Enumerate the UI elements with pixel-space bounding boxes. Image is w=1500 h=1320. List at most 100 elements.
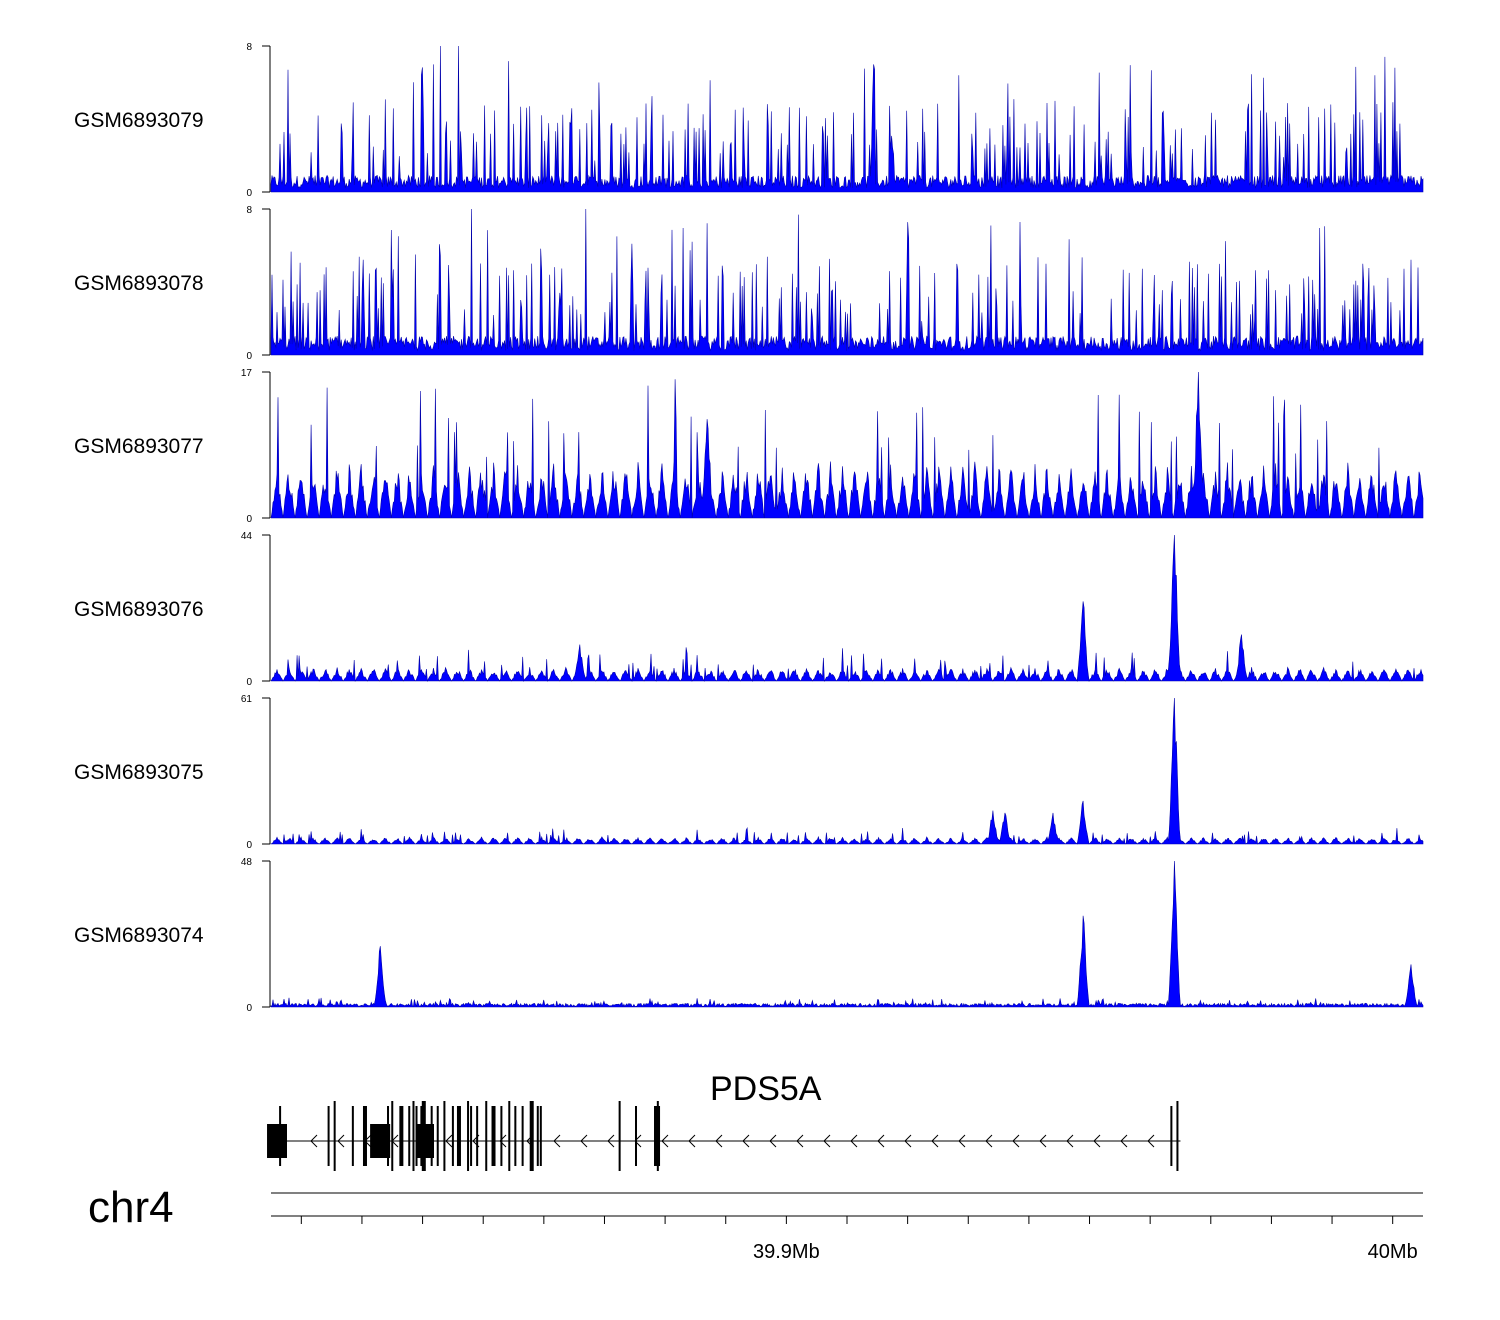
exon: [1170, 1106, 1173, 1166]
exon: [521, 1106, 524, 1166]
exon: [470, 1106, 473, 1166]
y-min-label: 0: [246, 351, 252, 362]
gene-track: PDS5A: [267, 1070, 1181, 1171]
strand-arrow: [1066, 1134, 1074, 1148]
strand-arrow: [742, 1134, 750, 1148]
track-GSM6893075: GSM6893075 61 0: [74, 694, 1424, 851]
track-label: GSM6893078: [74, 272, 204, 295]
track-label: GSM6893074: [74, 924, 204, 947]
track-GSM6893076: GSM6893076 44 0: [74, 531, 1424, 688]
chromosome-label: chr4: [88, 1183, 174, 1232]
exon: [351, 1106, 354, 1166]
exon: [514, 1106, 517, 1166]
strand-arrow: [310, 1134, 318, 1148]
exon: [412, 1101, 415, 1171]
exon: [500, 1106, 503, 1166]
track-GSM6893078: GSM6893078 8 0: [74, 205, 1424, 362]
strand-arrow: [958, 1134, 966, 1148]
coverage-area: [270, 534, 1424, 683]
strand-arrow: [904, 1134, 912, 1148]
exon: [391, 1101, 394, 1171]
strand-arrow: [823, 1134, 831, 1148]
strand-arrow: [769, 1134, 777, 1148]
y-min-label: 0: [246, 840, 252, 851]
exon: [656, 1101, 659, 1171]
exon: [508, 1101, 511, 1171]
exon: [529, 1101, 534, 1171]
strand-arrow: [607, 1134, 615, 1148]
exon: [539, 1106, 542, 1166]
exon: [1176, 1101, 1179, 1171]
y-min-label: 0: [246, 677, 252, 688]
y-max-label: 48: [241, 857, 253, 868]
exon: [399, 1106, 404, 1166]
exon: [635, 1106, 638, 1166]
track-label: GSM6893076: [74, 598, 204, 621]
strand-arrow: [1147, 1134, 1155, 1148]
strand-arrow: [337, 1134, 345, 1148]
strand-arrow: [1012, 1134, 1020, 1148]
strand-arrow: [445, 1134, 453, 1148]
exon: [362, 1106, 367, 1166]
track-label: GSM6893077: [74, 435, 204, 458]
strand-arrow: [1093, 1134, 1101, 1148]
y-min-label: 0: [246, 1003, 252, 1014]
y-min-label: 0: [246, 188, 252, 199]
strand-arrow: [850, 1134, 858, 1148]
strand-arrow: [796, 1134, 804, 1148]
strand-arrow: [1039, 1134, 1047, 1148]
exon: [451, 1106, 454, 1166]
coordinate-axis: chr4 39.9Mb 40Mb: [88, 1183, 1423, 1263]
exon-large: [416, 1124, 434, 1158]
coverage-area: [270, 371, 1424, 519]
exon: [658, 1106, 661, 1166]
strand-arrow: [877, 1134, 885, 1148]
coverage-tracks: GSM689307980GSM689307880GSM6893077170GSM…: [74, 42, 1424, 1014]
strand-arrow: [715, 1134, 723, 1148]
exon: [485, 1101, 488, 1171]
coverage-area: [270, 860, 1424, 1008]
exon: [654, 1106, 659, 1166]
y-max-label: 61: [241, 694, 253, 705]
y-max-label: 17: [241, 368, 253, 379]
track-GSM6893074: GSM6893074 48 0: [74, 857, 1424, 1014]
exon: [408, 1106, 411, 1166]
exon: [327, 1106, 330, 1166]
exon: [491, 1106, 496, 1166]
y-min-label: 0: [246, 514, 252, 525]
strand-arrow: [1120, 1134, 1128, 1148]
exon: [436, 1106, 439, 1166]
coverage-area: [270, 208, 1424, 356]
track-label: GSM6893075: [74, 761, 204, 784]
strand-arrow: [688, 1134, 696, 1148]
strand-arrow: [499, 1134, 507, 1148]
exon: [387, 1106, 390, 1166]
track-GSM6893077: GSM6893077 17 0: [74, 368, 1424, 525]
exon: [376, 1124, 391, 1158]
coverage-area: [270, 45, 1424, 193]
y-max-label: 8: [246, 205, 252, 216]
y-max-label: 8: [246, 42, 252, 53]
exon-utr: [271, 1124, 287, 1158]
exon: [467, 1101, 470, 1171]
track-GSM6893079: GSM6893079 8 0: [74, 42, 1424, 199]
track-label: GSM6893079: [74, 109, 204, 132]
y-max-label: 44: [241, 531, 253, 542]
exon: [618, 1101, 621, 1171]
strand-arrow: [985, 1134, 993, 1148]
exon: [456, 1106, 461, 1166]
axis-tick-label: 40Mb: [1368, 1241, 1418, 1263]
exon: [476, 1106, 479, 1166]
exon: [443, 1101, 446, 1171]
coverage-area: [269, 697, 1424, 845]
strand-arrow: [661, 1134, 669, 1148]
exon: [536, 1106, 539, 1166]
strand-arrow: [931, 1134, 939, 1148]
axis-tick-label: 39.9Mb: [753, 1241, 820, 1263]
exon: [333, 1101, 336, 1171]
gene-name-label: PDS5A: [710, 1070, 822, 1108]
strand-arrow: [553, 1134, 561, 1148]
strand-arrow: [580, 1134, 588, 1148]
strand-arrow: [634, 1134, 642, 1148]
